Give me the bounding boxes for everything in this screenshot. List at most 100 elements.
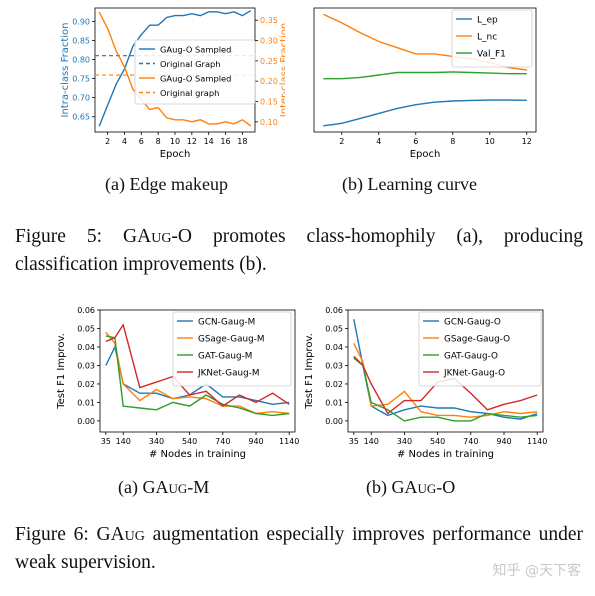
legend-label: Original graph: [160, 88, 219, 98]
y-tick-label: 0.01: [325, 398, 343, 407]
x-tick-label: 12: [187, 137, 197, 146]
watermark: 知乎 @天下客: [492, 563, 581, 579]
x-tick-label: 35: [349, 437, 359, 446]
legend-box: [134, 39, 256, 105]
x-tick-label: 6: [139, 137, 144, 146]
subcaption-gaug-o-label: (b): [366, 477, 392, 497]
legend-label: Original Graph: [160, 59, 221, 69]
y-axis-label: Test F1 Improv.: [56, 333, 67, 410]
gaug-m-chart: 35 140 340 540 740 940 1140 0.00 0.01 0.02 0.03 0.0…: [56, 306, 299, 460]
legend-label: L_ep: [477, 16, 498, 26]
x-tick-label: 8: [450, 137, 455, 146]
series-gsage-gaug-o-1-line: [353, 342, 538, 418]
series-gaug-o-sampled-0-line: [98, 10, 252, 127]
subcaption-learning-curve: (b) Learning curve: [342, 174, 477, 194]
series-val-f1-2-line: [323, 71, 527, 80]
x-tick-label: 14: [204, 137, 214, 146]
figure5-caption-prefix: Figure 5:: [15, 226, 124, 247]
x-tick-label: 340: [149, 437, 164, 446]
legend-label: GCN-Gaug-M: [198, 318, 255, 328]
y-tick-label: 0.90: [72, 17, 90, 26]
y-tick-label: 0.65: [72, 113, 90, 122]
figure6-caption: Figure 6: GAug augmentation especially i…: [15, 521, 583, 577]
edge-makeup-chart: 2 4 6 8 10 12 14 16 18 0.65 0.70 0.75 0.80 0.85 0.90 0.…: [60, 7, 285, 160]
x-tick-label: 140: [116, 437, 131, 446]
plot-frame: [99, 309, 296, 433]
x-tick-label: 10: [485, 137, 495, 146]
subcaption-gaug-o: (b) GAug-O: [366, 477, 455, 498]
x-tick-label: 540: [430, 437, 445, 446]
x-tick-label: 740: [215, 437, 230, 446]
x-axis-label: # Nodes in training: [397, 449, 494, 460]
x-axis-label: Epoch: [160, 149, 191, 160]
y-tick-label: 0.04: [77, 343, 95, 352]
y-right-tick-label: 0.15: [260, 98, 278, 107]
x-tick-label: 940: [496, 437, 511, 446]
legend-label: GSage-Gaug-M: [198, 335, 264, 345]
legend-label: JKNet-Gaug-O: [443, 369, 505, 379]
legend-label: GCN-Gaug-O: [444, 318, 501, 328]
figure6-caption-method: GAug: [96, 524, 145, 545]
gaug-o-chart: 35 140 340 540 740 940 1140 0.00 0.01 0.02 0.03 0.0…: [304, 306, 547, 460]
legend-label: JKNet-Gaug-M: [197, 369, 259, 379]
legend-label: GAT-Gaug-M: [198, 352, 252, 362]
y-right-tick-label: 0.20: [260, 77, 278, 86]
x-tick-label: 16: [220, 137, 230, 146]
subcaption-gaug-m-label: (a): [118, 477, 143, 497]
y-tick-label: 0.05: [77, 324, 95, 333]
y-tick-label: 0.00: [77, 417, 95, 426]
x-tick-label: 1140: [279, 437, 299, 446]
figure6-caption-prefix: Figure 6:: [15, 524, 97, 545]
y-tick-label: 0.03: [325, 361, 343, 370]
legend-label: GAug-O Sampled: [160, 74, 231, 84]
x-tick-label: 6: [413, 137, 418, 146]
x-tick-label: 12: [522, 137, 532, 146]
x-tick-label: 10: [170, 137, 180, 146]
y-tick-label: 0.06: [77, 306, 95, 315]
y-tick-label: 0.04: [325, 343, 343, 352]
x-tick-label: 4: [122, 137, 127, 146]
plot-frame: [347, 309, 544, 433]
y-right-tick-label: 0.35: [260, 16, 278, 25]
x-tick-label: 340: [397, 437, 412, 446]
y-tick-label: 0.75: [72, 75, 90, 84]
y-right-tick-label: 0.30: [260, 37, 278, 46]
x-tick-label: 35: [101, 437, 111, 446]
legend-label: GSage-Gaug-O: [444, 335, 510, 345]
y-right-tick-label: 0.25: [260, 57, 278, 66]
legend-label: Val_F1: [477, 50, 506, 60]
y-tick-label: 0.06: [325, 306, 343, 315]
y-tick-label: 0.01: [77, 398, 95, 407]
y-tick-label: 0.00: [325, 417, 343, 426]
legend-label: GAT-Gaug-O: [444, 352, 498, 362]
x-tick-label: 2: [105, 137, 110, 146]
x-tick-label: 8: [156, 137, 161, 146]
x-tick-label: 940: [248, 437, 263, 446]
figure5-caption-text: promotes class-homophily (a), producing …: [15, 226, 583, 275]
y-tick-label: 0.02: [325, 380, 343, 389]
figure5-caption: Figure 5: GAug-O promotes class-homophil…: [15, 223, 583, 279]
x-tick-label: 2: [339, 137, 344, 146]
y-tick-label: 0.03: [77, 361, 95, 370]
y-tick-label: 0.02: [77, 380, 95, 389]
y-right-tick-label: 0.10: [260, 118, 278, 127]
legend-box: [418, 311, 542, 387]
x-tick-label: 4: [376, 137, 381, 146]
series-l-ep-0-line: [323, 99, 527, 127]
subcaption-gaug-o-name: GAug-O: [391, 477, 456, 497]
x-axis-label: # Nodes in training: [149, 449, 246, 460]
y-tick-label: 0.05: [325, 324, 343, 333]
x-tick-label: 140: [364, 437, 379, 446]
subcaption-gaug-m: (a) GAug-M: [118, 477, 209, 498]
y-axis-label: Test F1 Improv.: [304, 333, 315, 410]
x-tick-label: 18: [237, 137, 247, 146]
learning-curve-chart: 2 4 6 8 10 12 Epoch L_ep L_nc Val_F1: [313, 7, 537, 160]
legend-box: [172, 311, 292, 387]
y-tick-label: 0.70: [72, 94, 90, 103]
x-tick-label: 1140: [527, 437, 547, 446]
figure5-caption-method: GAug-O: [123, 226, 193, 247]
series-gaug-o-sampled-2-line: [98, 11, 252, 127]
y-right-axis-label: Inter-class Fraction: [279, 23, 285, 117]
subcaption-gaug-m-name: GAug-M: [142, 477, 210, 497]
legend-label: L_nc: [477, 33, 497, 43]
